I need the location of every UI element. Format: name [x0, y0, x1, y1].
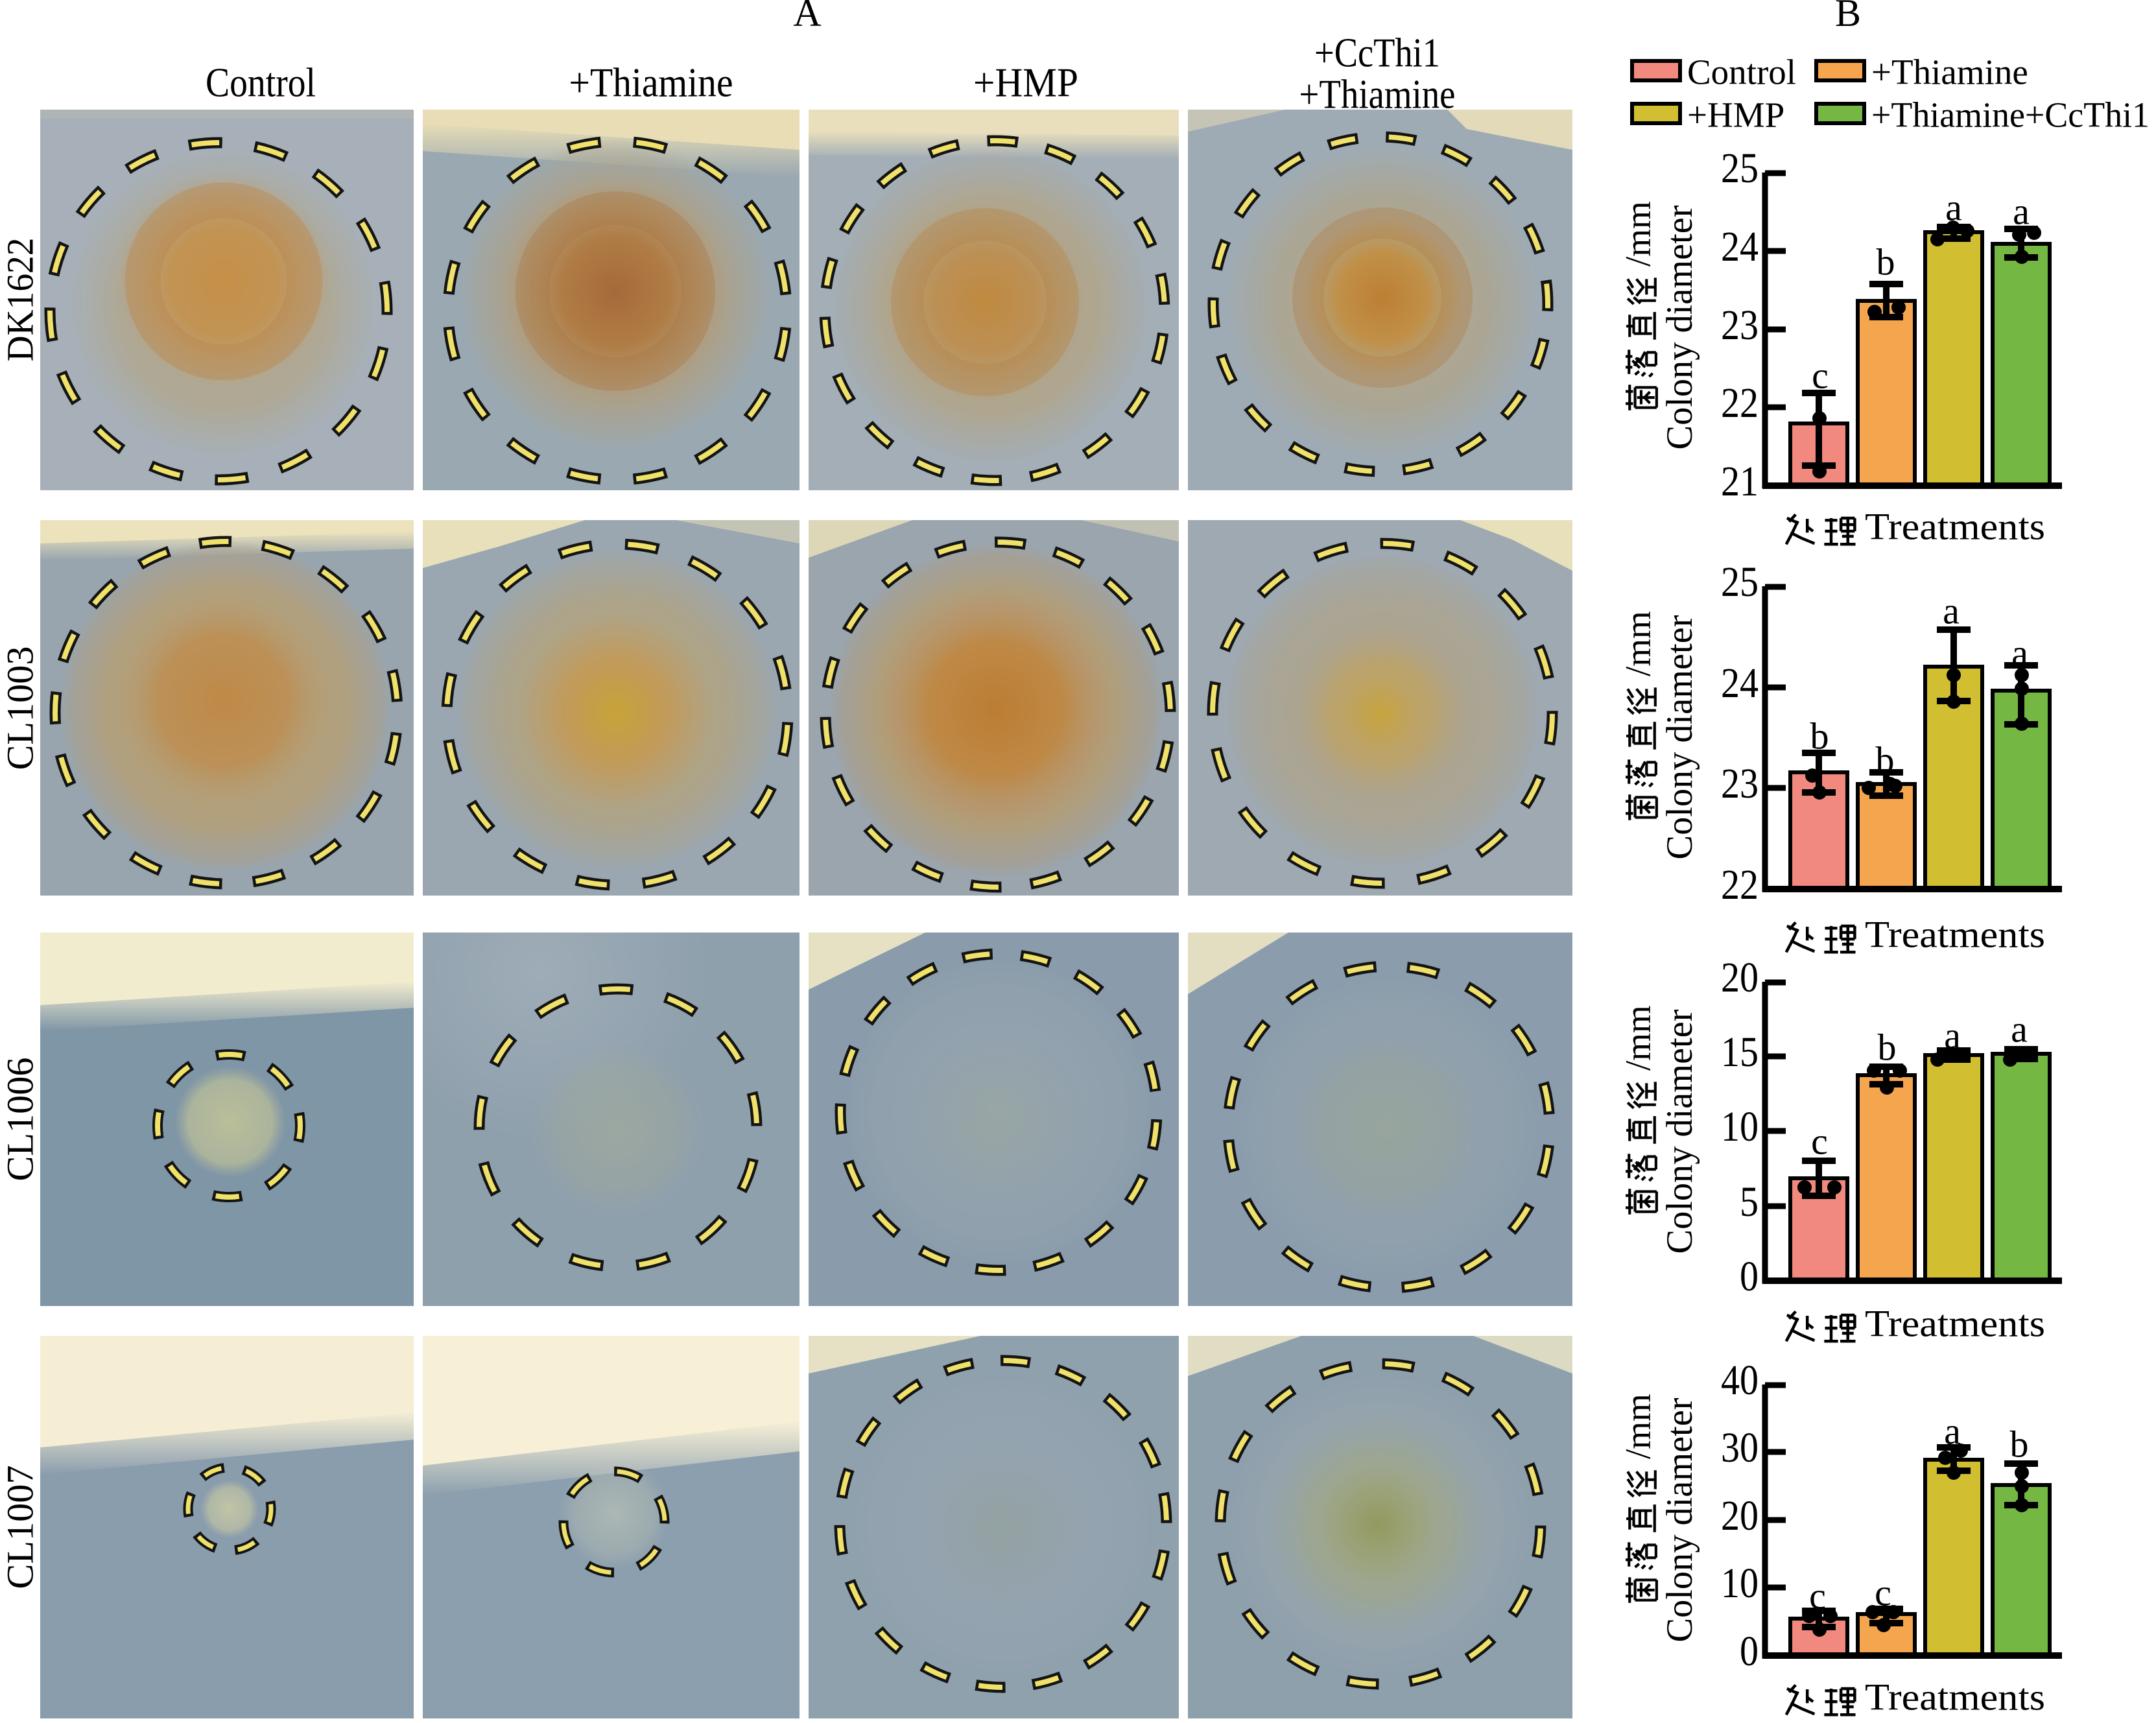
svg-text:DK1622: DK1622 [0, 238, 41, 362]
svg-text:10: 10 [1721, 1103, 1759, 1150]
svg-text:c: c [1812, 354, 1829, 396]
svg-text:b: b [1878, 1026, 1897, 1068]
svg-text:a: a [2013, 190, 2030, 232]
svg-text:Treatments: Treatments [1865, 505, 2045, 547]
svg-text:b: b [2010, 1423, 2029, 1465]
svg-text:/mm: /mm [1618, 201, 1658, 267]
svg-text:Control: Control [206, 60, 316, 106]
svg-text:24: 24 [1721, 659, 1759, 707]
svg-text:Colony diameter: Colony diameter [1659, 1009, 1700, 1254]
svg-text:+Thiamine: +Thiamine [1871, 53, 2028, 92]
svg-text:24: 24 [1721, 223, 1759, 270]
svg-text:Treatments: Treatments [1865, 1676, 2045, 1718]
svg-text:CL1007: CL1007 [0, 1466, 41, 1589]
svg-text:a: a [1945, 186, 1962, 228]
svg-text:Control: Control [1687, 53, 1796, 92]
svg-text:20: 20 [1721, 1492, 1759, 1539]
svg-text:25: 25 [1721, 145, 1759, 192]
svg-text:25: 25 [1721, 558, 1759, 606]
svg-text:Colony diameter: Colony diameter [1659, 615, 1700, 859]
svg-text:A: A [793, 0, 821, 34]
svg-text:0: 0 [1740, 1628, 1759, 1675]
svg-text:/mm: /mm [1618, 1005, 1658, 1071]
svg-text:CL1003: CL1003 [0, 647, 41, 770]
svg-text:+Thiamine+CcThi1: +Thiamine+CcThi1 [1871, 95, 2150, 135]
svg-text:22: 22 [1721, 861, 1759, 909]
svg-text:a: a [1944, 1014, 1961, 1056]
svg-text:21: 21 [1721, 458, 1759, 505]
svg-text:+HMP: +HMP [973, 60, 1078, 106]
svg-text:a: a [1944, 1410, 1961, 1452]
svg-text:Colony diameter: Colony diameter [1659, 1397, 1700, 1642]
svg-text:Treatments: Treatments [1865, 913, 2045, 955]
svg-text:c: c [1875, 1571, 1891, 1613]
svg-text:+CcThi1: +CcThi1 [1314, 30, 1440, 76]
svg-text:a: a [2011, 1008, 2028, 1050]
svg-text:15: 15 [1721, 1028, 1759, 1076]
svg-text:+HMP: +HMP [1687, 95, 1784, 135]
svg-text:5: 5 [1740, 1178, 1759, 1226]
svg-text:b: b [1877, 241, 1895, 283]
svg-text:+Thiamine: +Thiamine [569, 60, 733, 106]
svg-text:22: 22 [1721, 379, 1759, 427]
svg-text:23: 23 [1721, 760, 1759, 807]
svg-text:a: a [1943, 589, 1960, 632]
svg-text:0: 0 [1740, 1253, 1759, 1300]
svg-text:20: 20 [1721, 954, 1759, 1001]
svg-text:c: c [1811, 1120, 1828, 1162]
svg-text:23: 23 [1721, 302, 1759, 349]
svg-text:CL1006: CL1006 [0, 1058, 41, 1182]
svg-text:B: B [1835, 0, 1861, 34]
svg-text:40: 40 [1721, 1357, 1759, 1404]
svg-text:+Thiamine: +Thiamine [1299, 71, 1456, 117]
svg-text:Treatments: Treatments [1865, 1302, 2045, 1344]
svg-text:10: 10 [1721, 1560, 1759, 1607]
svg-text:a: a [2011, 632, 2028, 674]
svg-text:c: c [1809, 1574, 1826, 1617]
svg-text:b: b [1810, 715, 1829, 757]
svg-text:/mm: /mm [1618, 611, 1658, 676]
svg-text:/mm: /mm [1618, 1394, 1658, 1459]
svg-text:30: 30 [1721, 1424, 1759, 1471]
svg-text:Colony diameter: Colony diameter [1659, 205, 1700, 449]
svg-text:b: b [1876, 739, 1895, 781]
